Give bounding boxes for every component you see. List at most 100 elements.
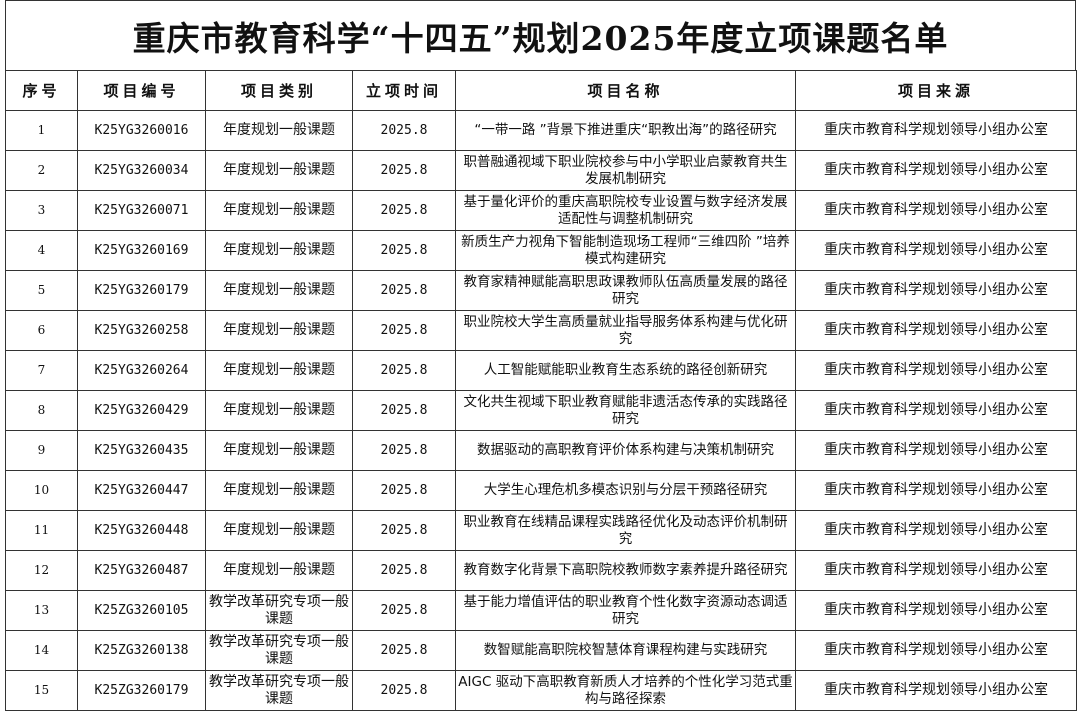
project-category: 教学改革研究专项一般课题 — [205, 670, 353, 711]
project-category: 年度规划一般课题 — [205, 150, 353, 191]
project-date: 2025.8 — [352, 110, 456, 151]
row-number: 15 — [5, 670, 78, 711]
table-row: 10 K25YG3260447 年度规划一般课题 2025.8 大学生心理危机多模态识别… — [5, 470, 1077, 511]
row-number: 7 — [5, 350, 78, 391]
project-source: 重庆市教育科学规划领导小组办公室 — [795, 550, 1077, 591]
page-title: 重庆市教育科学“十四五”规划2025年度立项课题名单 — [5, 0, 1076, 70]
project-source: 重庆市教育科学规划领导小组办公室 — [795, 430, 1077, 471]
project-code: K25YG3260016 — [77, 110, 206, 151]
project-source: 重庆市教育科学规划领导小组办公室 — [795, 390, 1077, 431]
header-code: 项目编号 — [77, 70, 206, 111]
project-date: 2025.8 — [352, 550, 456, 591]
table-row: 5 K25YG3260179 年度规划一般课题 2025.8 教育家精神赋能高职思政课教… — [5, 270, 1077, 311]
project-date: 2025.8 — [352, 150, 456, 191]
project-date: 2025.8 — [352, 630, 456, 671]
project-code: K25YG3260071 — [77, 190, 206, 231]
project-name: “一带一路 ”背景下推进重庆“职教出海”的路径研究 — [455, 110, 796, 151]
table-row: 2 K25YG3260034 年度规划一般课题 2025.8 职普融通视域下职业院校参与… — [5, 150, 1077, 191]
project-name: 大学生心理危机多模态识别与分层干预路径研究 — [455, 470, 796, 511]
table-row: 4 K25YG3260169 年度规划一般课题 2025.8 新质生产力视角下智能制造现… — [5, 230, 1077, 271]
project-category: 年度规划一般课题 — [205, 190, 353, 231]
project-name: 基于量化评价的重庆高职院校专业设置与数字经济发展适配性与调整机制研究 — [455, 190, 796, 231]
project-category: 年度规划一般课题 — [205, 230, 353, 271]
header-source: 项目来源 — [795, 70, 1077, 111]
project-category: 年度规划一般课题 — [205, 270, 353, 311]
row-number: 2 — [5, 150, 78, 191]
project-category: 教学改革研究专项一般课题 — [205, 630, 353, 671]
project-category: 年度规划一般课题 — [205, 550, 353, 591]
project-name: 基于能力增值评估的职业教育个性化数字资源动态调适研究 — [455, 590, 796, 631]
project-date: 2025.8 — [352, 270, 456, 311]
project-code: K25YG3260435 — [77, 430, 206, 471]
table-header-row: 序号 项目编号 项目类别 立项时间 项目名称 项目来源 — [5, 70, 1077, 111]
project-source: 重庆市教育科学规划领导小组办公室 — [795, 190, 1077, 231]
project-name: 数据驱动的高职教育评价体系构建与决策机制研究 — [455, 430, 796, 471]
table-row: 1 K25YG3260016 年度规划一般课题 2025.8 “一带一路 ”背景下推进重… — [5, 110, 1077, 151]
project-date: 2025.8 — [352, 670, 456, 711]
project-code: K25ZG3260138 — [77, 630, 206, 671]
project-source: 重庆市教育科学规划领导小组办公室 — [795, 670, 1077, 711]
table-row: 7 K25YG3260264 年度规划一般课题 2025.8 人工智能赋能职业教育生态系… — [5, 350, 1077, 391]
project-category: 年度规划一般课题 — [205, 310, 353, 351]
project-code: K25YG3260448 — [77, 510, 206, 551]
table-row: 13 K25ZG3260105 教学改革研究专项一般课题 2025.8 基于能力增值评估… — [5, 590, 1077, 631]
header-category: 项目类别 — [205, 70, 353, 111]
project-source: 重庆市教育科学规划领导小组办公室 — [795, 470, 1077, 511]
project-code: K25YG3260169 — [77, 230, 206, 271]
project-date: 2025.8 — [352, 510, 456, 551]
project-date: 2025.8 — [352, 390, 456, 431]
row-number: 9 — [5, 430, 78, 471]
table-row: 8 K25YG3260429 年度规划一般课题 2025.8 文化共生视域下职业教育赋能… — [5, 390, 1077, 431]
project-date: 2025.8 — [352, 470, 456, 511]
project-name: 职业院校大学生高质量就业指导服务体系构建与优化研究 — [455, 310, 796, 351]
row-number: 12 — [5, 550, 78, 591]
project-name: 职普融通视域下职业院校参与中小学职业启蒙教育共生发展机制研究 — [455, 150, 796, 191]
row-number: 13 — [5, 590, 78, 631]
table-row: 12 K25YG3260487 年度规划一般课题 2025.8 教育数字化背景下高职院校… — [5, 550, 1077, 591]
project-category: 年度规划一般课题 — [205, 390, 353, 431]
project-source: 重庆市教育科学规划领导小组办公室 — [795, 350, 1077, 391]
project-source: 重庆市教育科学规划领导小组办公室 — [795, 590, 1077, 631]
table-row: 3 K25YG3260071 年度规划一般课题 2025.8 基于量化评价的重庆高职院校… — [5, 190, 1077, 231]
row-number: 6 — [5, 310, 78, 351]
project-date: 2025.8 — [352, 590, 456, 631]
project-date: 2025.8 — [352, 310, 456, 351]
project-table: 序号 项目编号 项目类别 立项时间 项目名称 项目来源 1 K25YG326001… — [5, 70, 1077, 711]
project-code: K25ZG3260105 — [77, 590, 206, 631]
project-code: K25YG3260447 — [77, 470, 206, 511]
project-category: 年度规划一般课题 — [205, 470, 353, 511]
project-source: 重庆市教育科学规划领导小组办公室 — [795, 510, 1077, 551]
project-code: K25YG3260034 — [77, 150, 206, 191]
row-number: 10 — [5, 470, 78, 511]
project-code: K25YG3260487 — [77, 550, 206, 591]
table-row: 14 K25ZG3260138 教学改革研究专项一般课题 2025.8 数智赋能高职院校… — [5, 630, 1077, 671]
project-source: 重庆市教育科学规划领导小组办公室 — [795, 230, 1077, 271]
row-number: 14 — [5, 630, 78, 671]
project-name: 教育家精神赋能高职思政课教师队伍高质量发展的路径研究 — [455, 270, 796, 311]
project-code: K25YG3260258 — [77, 310, 206, 351]
project-category: 年度规划一般课题 — [205, 430, 353, 471]
header-date: 立项时间 — [352, 70, 456, 111]
project-date: 2025.8 — [352, 350, 456, 391]
row-number: 11 — [5, 510, 78, 551]
project-category: 年度规划一般课题 — [205, 510, 353, 551]
project-category: 年度规划一般课题 — [205, 110, 353, 151]
project-name: 教育数字化背景下高职院校教师数字素养提升路径研究 — [455, 550, 796, 591]
project-date: 2025.8 — [352, 230, 456, 271]
project-source: 重庆市教育科学规划领导小组办公室 — [795, 150, 1077, 191]
row-number: 8 — [5, 390, 78, 431]
table-row: 15 K25ZG3260179 教学改革研究专项一般课题 2025.8 AIGC 驱动下… — [5, 670, 1077, 711]
project-source: 重庆市教育科学规划领导小组办公室 — [795, 630, 1077, 671]
project-source: 重庆市教育科学规划领导小组办公室 — [795, 270, 1077, 311]
row-number: 1 — [5, 110, 78, 151]
project-name: AIGC 驱动下高职教育新质人才培养的个性化学习范式重构与路径探索 — [455, 670, 796, 711]
project-name: 新质生产力视角下智能制造现场工程师“三维四阶 ”培养模式构建研究 — [455, 230, 796, 271]
project-name: 职业教育在线精品课程实践路径优化及动态评价机制研究 — [455, 510, 796, 551]
table-row: 9 K25YG3260435 年度规划一般课题 2025.8 数据驱动的高职教育评价体系… — [5, 430, 1077, 471]
project-name: 人工智能赋能职业教育生态系统的路径创新研究 — [455, 350, 796, 391]
project-code: K25ZG3260179 — [77, 670, 206, 711]
project-category: 教学改革研究专项一般课题 — [205, 590, 353, 631]
project-code: K25YG3260264 — [77, 350, 206, 391]
project-name: 文化共生视域下职业教育赋能非遗活态传承的实践路径研究 — [455, 390, 796, 431]
project-name: 数智赋能高职院校智慧体育课程构建与实践研究 — [455, 630, 796, 671]
